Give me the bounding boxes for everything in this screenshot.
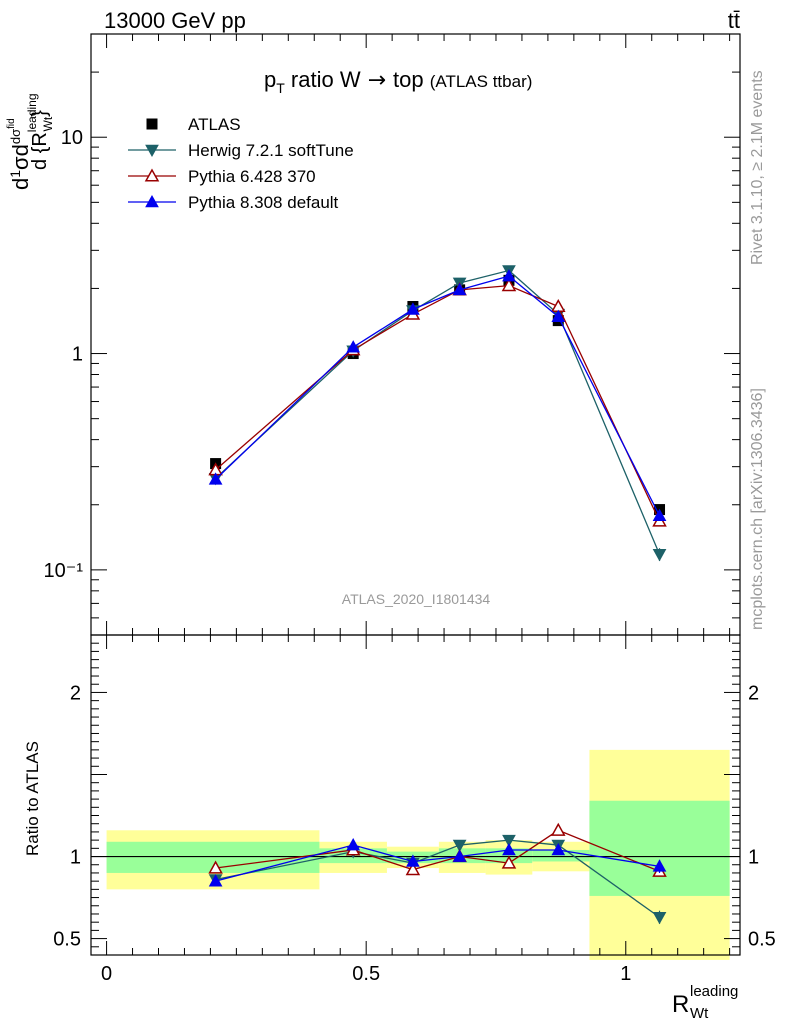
data-point (652, 508, 667, 522)
x-tick-label: 1 (620, 963, 631, 985)
data-point (452, 849, 467, 862)
main-title: pT ratio W → top (ATLAS ttbar) (264, 67, 532, 96)
data-point (652, 859, 667, 872)
data-point (502, 842, 516, 856)
legend-item: ATLAS (146, 115, 241, 134)
data-point (551, 298, 566, 313)
data-point (405, 862, 421, 876)
data-point (406, 302, 420, 315)
stat-uncertainty-band (589, 800, 730, 896)
series-line (215, 284, 661, 522)
rivet-version-label: Rivet 3.1.10, ≥ 2.1M events (749, 70, 766, 265)
legend-item: Pythia 8.308 default (128, 193, 339, 212)
data-point (346, 838, 361, 851)
x-axis-label: R leading Wt (672, 983, 738, 1022)
legend-label: Pythia 6.428 370 (188, 167, 316, 186)
data-point (551, 822, 566, 836)
data-point (551, 309, 566, 323)
svg-text:pT ratio W → top (ATLAS ttbar): pT ratio W → top (ATLAS ttbar) (264, 67, 532, 96)
header-right-label: tt̄ (728, 8, 740, 33)
data-point (502, 269, 516, 282)
legend-marker (146, 118, 158, 130)
legend-marker (145, 144, 159, 158)
ratio-y-tick-label: 0.5 (53, 929, 81, 951)
series-pythia-6-428-370 (208, 278, 667, 527)
main-y-tick-label: 10 (61, 127, 83, 149)
data-point (208, 472, 223, 485)
data-point (208, 860, 223, 874)
legend-label: ATLAS (188, 115, 241, 134)
ratio-y-tick-label: 1 (748, 847, 759, 869)
legend-item: Pythia 6.428 370 (128, 167, 316, 186)
svg-text:R: R (672, 991, 689, 1018)
ratio-y-tick-label: 2 (70, 682, 81, 704)
data-point (652, 911, 667, 925)
ratio-y-tick-label: 2 (748, 682, 759, 704)
data-point (452, 839, 467, 853)
data-point (502, 834, 516, 848)
main-y-axis-label: d1σddσfid d {Rleading Wt} (6, 93, 55, 190)
data-point (501, 855, 517, 869)
stat-uncertainty-band (532, 849, 590, 862)
legend-label: Herwig 7.2.1 softTune (188, 141, 354, 160)
data-point (652, 549, 667, 562)
data-point (551, 842, 566, 856)
series-pythia-8-308-default (208, 269, 667, 522)
data-point (501, 278, 517, 292)
analysis-label: ATLAS_2020_I1801434 (342, 591, 491, 607)
svg-text:Wt: Wt (690, 1005, 709, 1022)
ratio-y-axis-label: Ratio to ATLAS (23, 741, 42, 856)
legend-marker (144, 168, 160, 182)
panel-frames (90, 33, 741, 956)
header-left-label: 13000 GeV pp (104, 8, 246, 33)
data-point (208, 874, 223, 887)
title-p: p (264, 67, 276, 92)
main-y-tick-label: 10⁻¹ (44, 560, 84, 582)
main-series (208, 265, 667, 562)
ratio-panel-frame (90, 634, 741, 956)
legend-marker (145, 194, 159, 208)
ratio-y-tick-label: 0.5 (748, 929, 776, 951)
ratio-y-tick-label: 1 (70, 847, 81, 869)
x-tick-label: 0.5 (352, 963, 380, 985)
ratio-series (208, 822, 667, 925)
svg-text:leading: leading (690, 983, 738, 1000)
legend: ATLAS Herwig 7.2.1 softTune Pythia 6.428 3… (128, 115, 354, 212)
data-point (346, 340, 361, 353)
axis-ticks: 0 0.5 1 10⁻¹ 1 10 0.5 0.5 1 1 2 2 (44, 33, 776, 985)
data-point (452, 282, 467, 296)
legend-item: Herwig 7.2.1 softTune (128, 141, 354, 160)
mcplots-label: mcplots.cern.ch [arXiv:1306.3436] (749, 388, 766, 630)
x-tick-label: 0 (101, 963, 112, 985)
uncertainty-bands (91, 749, 740, 960)
series-atlas (210, 274, 666, 516)
main-y-tick-label: 1 (72, 344, 83, 366)
series-herwig-7-2-1-softtune (208, 265, 667, 562)
series-pythia-8-308-default (208, 838, 667, 887)
legend-label: Pythia 8.308 default (188, 193, 339, 212)
data-point (406, 854, 420, 867)
